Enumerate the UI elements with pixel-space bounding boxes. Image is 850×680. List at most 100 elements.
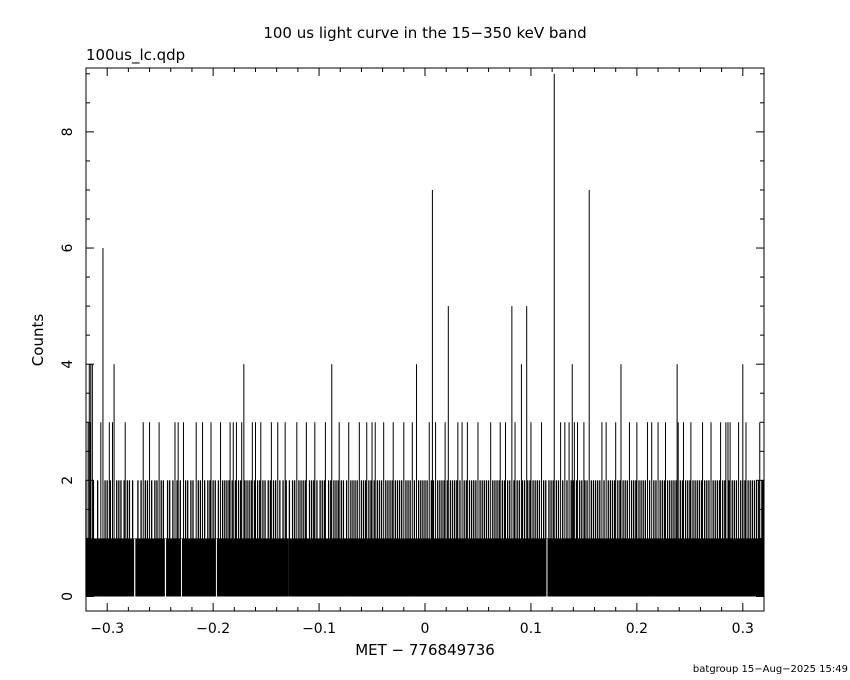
bar-2-counts <box>543 480 545 597</box>
bar-2-counts <box>749 480 751 597</box>
bar-2-counts <box>496 480 498 597</box>
bar-peak <box>431 189 433 597</box>
bar-3-counts <box>277 422 279 597</box>
bar-2-counts <box>172 480 174 597</box>
bar-3-counts <box>241 422 243 597</box>
bar-peak <box>511 306 513 597</box>
bar-2-counts <box>166 480 169 597</box>
bar-3-counts <box>615 422 617 597</box>
bar-2-counts <box>609 480 612 597</box>
bar-2-counts <box>747 480 749 597</box>
bar-2-counts <box>550 480 552 597</box>
bar-3-counts <box>636 422 638 597</box>
bar-2-counts <box>226 480 228 597</box>
bar-2-counts <box>269 480 271 597</box>
bar-3-counts <box>158 422 160 597</box>
bar-3-counts <box>366 422 368 597</box>
bar-3-counts <box>338 422 340 597</box>
bar-2-counts <box>267 480 269 597</box>
zero-count-gap <box>215 538 217 597</box>
bar-2-counts <box>92 480 95 597</box>
bar-2-counts <box>337 480 339 597</box>
bar-peak <box>620 364 622 597</box>
bar-2-counts <box>696 480 698 597</box>
x-tick-label: 0.3 <box>732 621 754 637</box>
bar-2-counts <box>144 480 146 597</box>
bar-2-counts <box>714 480 716 597</box>
bar-2-counts <box>666 480 669 597</box>
bar-2-counts <box>389 480 391 597</box>
bar-2-counts <box>118 480 120 597</box>
bar-2-counts <box>262 480 264 597</box>
bar-2-counts <box>599 480 601 597</box>
bar-2-counts <box>675 480 677 597</box>
bar-2-counts <box>439 480 441 597</box>
bar-3-counts <box>725 422 727 597</box>
bar-3-counts <box>738 422 740 597</box>
bar-2-counts <box>655 480 657 597</box>
bar-3-counts <box>174 422 176 597</box>
bar-2-counts <box>376 480 378 597</box>
bar-3-counts <box>444 422 446 597</box>
bar-2-counts <box>368 480 370 597</box>
bar-2-counts <box>638 480 640 597</box>
bar-2-counts <box>731 480 733 597</box>
bar-2-counts <box>342 480 345 597</box>
bar-2-counts <box>190 480 192 597</box>
bar-2-counts <box>398 480 401 597</box>
bar-2-counts <box>481 480 483 597</box>
x-tick-label: 0.1 <box>520 621 542 637</box>
bar-2-counts <box>441 480 443 597</box>
bar-2-counts <box>521 480 524 597</box>
bar-2-counts <box>722 480 724 597</box>
footer-credit: batgroup 15−Aug−2025 15:49 <box>693 664 848 675</box>
bar-3-counts <box>348 422 350 597</box>
bar-3-counts <box>89 422 91 597</box>
y-tick-label: 2 <box>60 476 76 485</box>
bar-3-counts <box>651 422 653 597</box>
bar-2-counts <box>755 480 758 597</box>
bar-2-counts <box>758 480 760 597</box>
x-tick-label: −0.2 <box>196 621 230 637</box>
bar-2-counts <box>207 480 209 597</box>
bar-2-counts <box>671 480 673 597</box>
bar-2-counts <box>684 480 687 597</box>
bar-2-counts <box>733 480 735 597</box>
bar-peak <box>588 189 590 597</box>
bar-2-counts <box>744 480 746 597</box>
bar-2-counts <box>288 480 291 597</box>
bar-2-counts <box>498 480 500 597</box>
bar-2-counts <box>475 480 477 597</box>
bar-2-counts <box>109 480 112 597</box>
bar-3-counts <box>682 422 684 597</box>
bar-peak <box>243 364 245 597</box>
bar-2-counts <box>401 480 403 597</box>
bar-3-counts <box>514 422 516 597</box>
bar-2-counts <box>409 480 411 597</box>
bar-3-counts <box>100 422 102 597</box>
bar-3-counts <box>251 422 253 597</box>
bar-2-counts <box>708 480 710 597</box>
bar-2-counts <box>687 480 689 597</box>
x-axis-label: MET − 776849736 <box>355 641 495 659</box>
bar-2-counts <box>212 480 214 597</box>
bar-2-counts <box>106 480 108 597</box>
bar-2-counts <box>673 480 675 597</box>
bar-2-counts <box>259 480 261 597</box>
bar-2-counts <box>385 480 387 597</box>
bar-3-counts <box>490 422 492 597</box>
bar-2-counts <box>131 480 134 597</box>
bar-2-counts <box>751 480 753 597</box>
bar-3-counts <box>664 422 666 597</box>
bar-3-counts <box>745 422 747 597</box>
bar-3-counts <box>182 422 184 597</box>
bar-2-counts <box>454 480 456 597</box>
bar-3-counts <box>255 422 256 597</box>
bar-2-counts <box>468 480 471 597</box>
bar-2-counts <box>237 480 240 597</box>
bar-2-counts <box>494 480 496 597</box>
bar-2-counts <box>557 480 560 597</box>
x-tick-label: 0.2 <box>626 621 648 637</box>
bar-2-counts <box>298 480 300 597</box>
file-label: 100us_lc.qdp <box>86 46 185 65</box>
